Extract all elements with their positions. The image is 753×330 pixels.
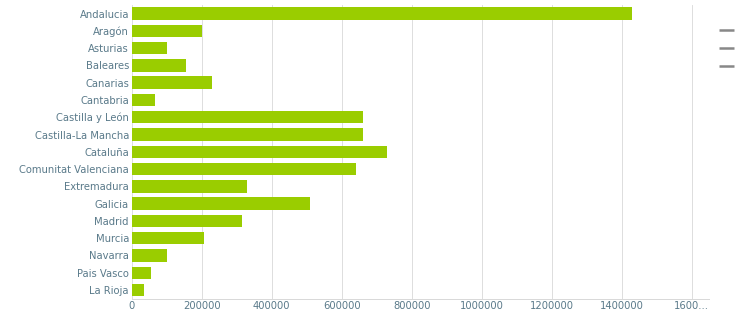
Bar: [132, 42, 166, 54]
Bar: [132, 77, 212, 89]
Bar: [132, 94, 154, 106]
Bar: [132, 25, 202, 37]
Bar: [132, 59, 186, 72]
Bar: [132, 232, 203, 245]
Bar: [132, 197, 310, 210]
Bar: [132, 180, 247, 193]
Bar: [132, 249, 166, 262]
Bar: [132, 267, 151, 279]
Bar: [132, 111, 363, 123]
Bar: [132, 7, 633, 20]
Bar: [132, 128, 363, 141]
Bar: [132, 215, 242, 227]
Bar: [132, 284, 144, 296]
Bar: [132, 146, 387, 158]
Bar: [132, 163, 356, 175]
